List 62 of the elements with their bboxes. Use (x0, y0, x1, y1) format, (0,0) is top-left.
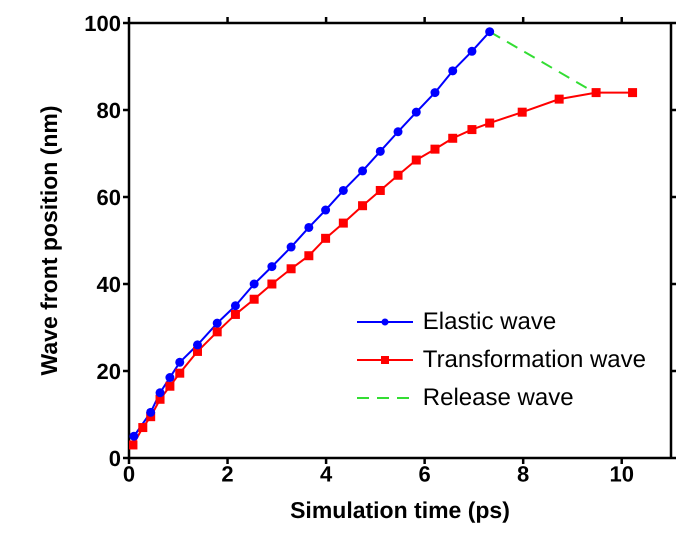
point (321, 206, 330, 215)
point (448, 66, 458, 76)
point (338, 186, 348, 195)
y-tick-label: 80 (96, 98, 121, 123)
point (448, 134, 458, 143)
y-tick-label: 40 (96, 272, 121, 297)
x-tick-label: 6 (418, 462, 431, 487)
legend-label: Release wave (422, 384, 574, 412)
point (230, 310, 240, 319)
point (430, 88, 440, 98)
point (554, 94, 564, 104)
point (129, 432, 138, 441)
y-tick-label: 20 (96, 358, 121, 384)
point (485, 27, 494, 36)
point (286, 242, 296, 252)
y-tick-label: 60 (96, 184, 121, 210)
point (146, 408, 156, 417)
x-axis-title: Simulation time (ps) (290, 497, 510, 523)
point (212, 318, 222, 328)
point (129, 440, 138, 450)
point (156, 388, 165, 398)
point (376, 186, 385, 195)
point (250, 280, 259, 288)
legend-label: Elastic wave (422, 308, 556, 336)
point (358, 201, 368, 210)
point (412, 156, 421, 165)
point (467, 46, 476, 56)
point (165, 382, 174, 391)
point (321, 234, 330, 243)
point (286, 264, 296, 274)
x-tick-label: 10 (609, 462, 634, 487)
point (628, 88, 638, 98)
point (230, 301, 240, 310)
y-axis-title: Wave front position (nm) (36, 105, 62, 376)
point (485, 118, 494, 128)
point (304, 251, 314, 260)
point (250, 294, 259, 304)
x-tick-label: 4 (320, 462, 333, 487)
point (267, 280, 276, 288)
point (430, 144, 440, 154)
point (304, 222, 314, 232)
point (376, 146, 385, 156)
x-tick-label: 8 (517, 462, 530, 487)
point (165, 373, 174, 382)
legend-label: Transformation wave (422, 346, 646, 374)
point (175, 358, 184, 367)
point (467, 125, 476, 134)
point (338, 218, 348, 228)
point (394, 127, 403, 136)
point (394, 170, 403, 180)
point (358, 166, 368, 176)
point (592, 88, 601, 98)
y-tick-label: 0 (108, 446, 121, 471)
point (212, 327, 222, 336)
point (518, 108, 527, 117)
x-tick-label: 2 (221, 462, 234, 487)
point (192, 340, 202, 350)
point (138, 423, 148, 432)
y-tick-label: 100 (84, 10, 121, 36)
point (412, 108, 421, 117)
point (267, 262, 276, 272)
point (175, 368, 184, 378)
